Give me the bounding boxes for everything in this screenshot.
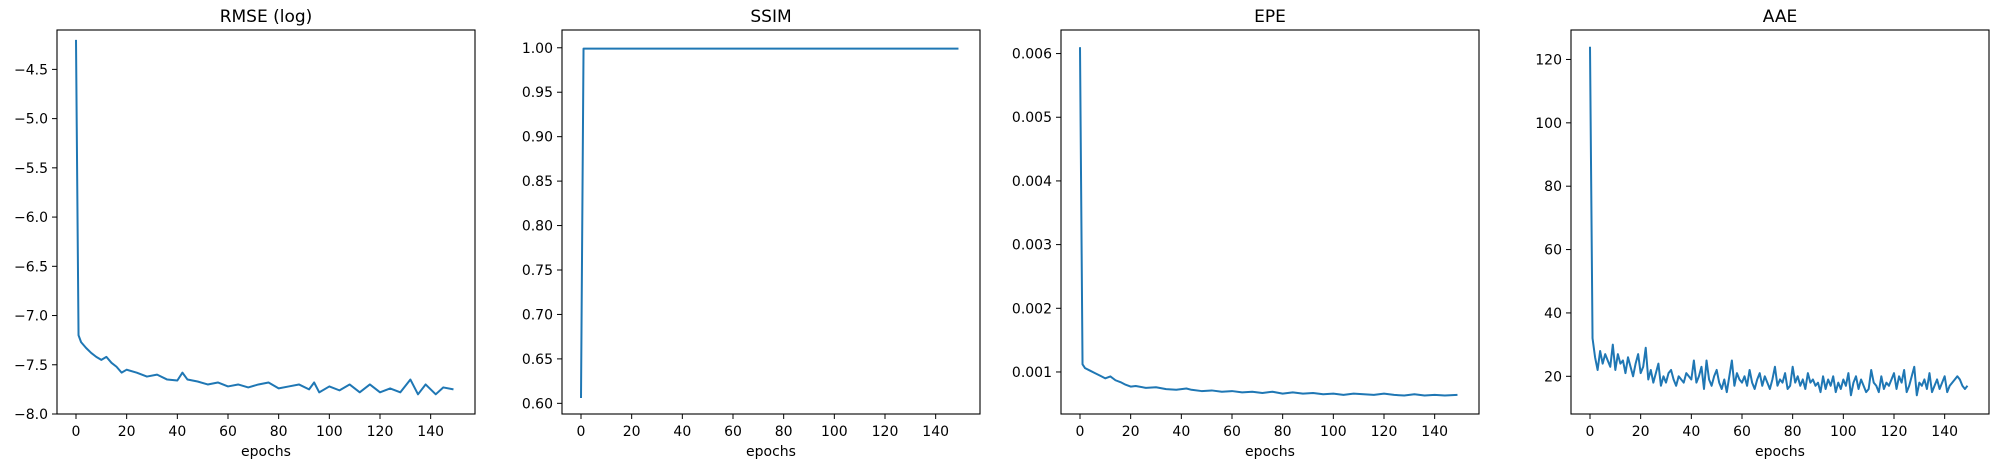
aae-y-tick-label: 120 <box>1535 52 1562 68</box>
rmse-y-tick-label: −5.0 <box>14 112 48 128</box>
epe-x-axis-label: epochs <box>1245 444 1295 460</box>
rmse-chart-panel: RMSE (log) 0 20 40 60 80 100 120 140 −8.0 −7.5 −7.0… <box>14 7 476 460</box>
ssim-y-tick-label: 0.60 <box>522 396 553 412</box>
ssim-x-tick-label: 140 <box>922 424 949 440</box>
ssim-y-tick-label: 0.70 <box>522 307 553 323</box>
aae-y-tick-label: 40 <box>1544 306 1562 322</box>
ssim-x-tick-label: 20 <box>623 424 641 440</box>
ssim-x-tick-label: 0 <box>577 424 586 440</box>
aae-x-axis-label: epochs <box>1755 444 1805 460</box>
aae-x-tick-label: 80 <box>1784 424 1802 440</box>
ssim-x-tick-label: 100 <box>821 424 848 440</box>
ssim-y-tick-label: 0.90 <box>522 130 553 146</box>
aae-series-line <box>1589 46 1969 397</box>
aae-chart-panel: AAE 0 20 40 60 80 100 120 140 20 40 60 80 100 120 epoch… <box>1535 7 1990 460</box>
rmse-y-tick-label: −7.0 <box>14 309 48 325</box>
rmse-series-line <box>75 39 454 396</box>
epe-y-tick-label: 0.003 <box>1012 238 1052 254</box>
ssim-x-tick-label: 40 <box>673 424 691 440</box>
ssim-chart-panel: SSIM 0 20 40 60 80 100 120 140 0.60 0.65 0.70 0.75 0.… <box>522 7 981 460</box>
rmse-x-tick-label: 40 <box>168 424 186 440</box>
rmse-y-tick-label: −7.5 <box>14 358 48 374</box>
ssim-x-axis-label: epochs <box>746 444 796 460</box>
epe-y-tick-label: 0.005 <box>1012 110 1052 126</box>
epe-y-tick-label: 0.004 <box>1012 174 1052 190</box>
aae-axes-frame <box>1570 29 1990 415</box>
aae-y-tick-label: 20 <box>1544 369 1562 385</box>
ssim-series-line <box>580 47 959 399</box>
aae-x-tick-label: 0 <box>1586 424 1595 440</box>
epe-x-tick-label: 120 <box>1371 424 1398 440</box>
rmse-x-tick-label: 80 <box>270 424 288 440</box>
aae-x-tick-label: 60 <box>1733 424 1751 440</box>
rmse-y-tick-label: −4.5 <box>14 62 48 78</box>
epe-x-tick-label: 40 <box>1172 424 1190 440</box>
ssim-x-tick-label: 80 <box>775 424 793 440</box>
epe-x-tick-label: 100 <box>1320 424 1347 440</box>
epe-chart-title: EPE <box>1254 7 1286 27</box>
aae-x-tick-label: 100 <box>1830 424 1857 440</box>
ssim-y-tick-label: 0.75 <box>522 263 553 279</box>
aae-x-tick-label: 140 <box>1931 424 1958 440</box>
epe-y-tick-label: 0.006 <box>1012 47 1052 63</box>
rmse-x-tick-label: 140 <box>417 424 444 440</box>
rmse-x-tick-label: 60 <box>219 424 237 440</box>
rmse-y-tick-label: −6.5 <box>14 259 48 275</box>
epe-x-tick-label: 20 <box>1122 424 1140 440</box>
rmse-y-tick-label: −5.5 <box>14 161 48 177</box>
aae-x-tick-label: 120 <box>1881 424 1908 440</box>
rmse-x-tick-label: 0 <box>72 424 81 440</box>
epe-x-tick-label: 140 <box>1421 424 1448 440</box>
rmse-x-tick-label: 100 <box>316 424 343 440</box>
aae-x-tick-label: 20 <box>1632 424 1650 440</box>
aae-chart-title: AAE <box>1763 7 1797 27</box>
epe-x-tick-label: 60 <box>1223 424 1241 440</box>
epe-y-tick-label: 0.001 <box>1012 365 1052 381</box>
ssim-axes-frame <box>561 29 981 415</box>
epe-x-tick-label: 0 <box>1076 424 1085 440</box>
aae-y-tick-label: 80 <box>1544 179 1562 195</box>
aae-y-tick-label: 60 <box>1544 243 1562 259</box>
rmse-y-tick-label: −8.0 <box>14 407 48 423</box>
epe-chart-panel: EPE 0 20 40 60 80 100 120 140 0.001 0.002 0.003 0.00… <box>1012 7 1480 460</box>
rmse-chart-title: RMSE (log) <box>220 7 313 27</box>
ssim-y-tick-label: 0.65 <box>522 352 553 368</box>
ssim-y-tick-label: 0.80 <box>522 219 553 235</box>
epe-series-line <box>1079 47 1458 397</box>
ssim-y-tick-label: 0.95 <box>522 85 553 101</box>
rmse-x-tick-label: 120 <box>367 424 394 440</box>
epe-y-tick-label: 0.002 <box>1012 301 1052 317</box>
epe-axes-frame <box>1060 29 1480 415</box>
rmse-y-tick-label: −6.0 <box>14 210 48 226</box>
ssim-x-tick-label: 60 <box>724 424 742 440</box>
ssim-y-tick-label: 0.85 <box>522 174 553 190</box>
rmse-x-tick-label: 20 <box>118 424 136 440</box>
ssim-y-tick-label: 1.00 <box>522 41 553 57</box>
rmse-axes-frame <box>56 29 476 415</box>
aae-x-tick-label: 40 <box>1682 424 1700 440</box>
ssim-chart-title: SSIM <box>750 7 791 27</box>
epe-x-tick-label: 80 <box>1274 424 1292 440</box>
ssim-x-tick-label: 120 <box>872 424 899 440</box>
rmse-x-axis-label: epochs <box>241 444 291 460</box>
aae-y-tick-label: 100 <box>1535 116 1562 132</box>
